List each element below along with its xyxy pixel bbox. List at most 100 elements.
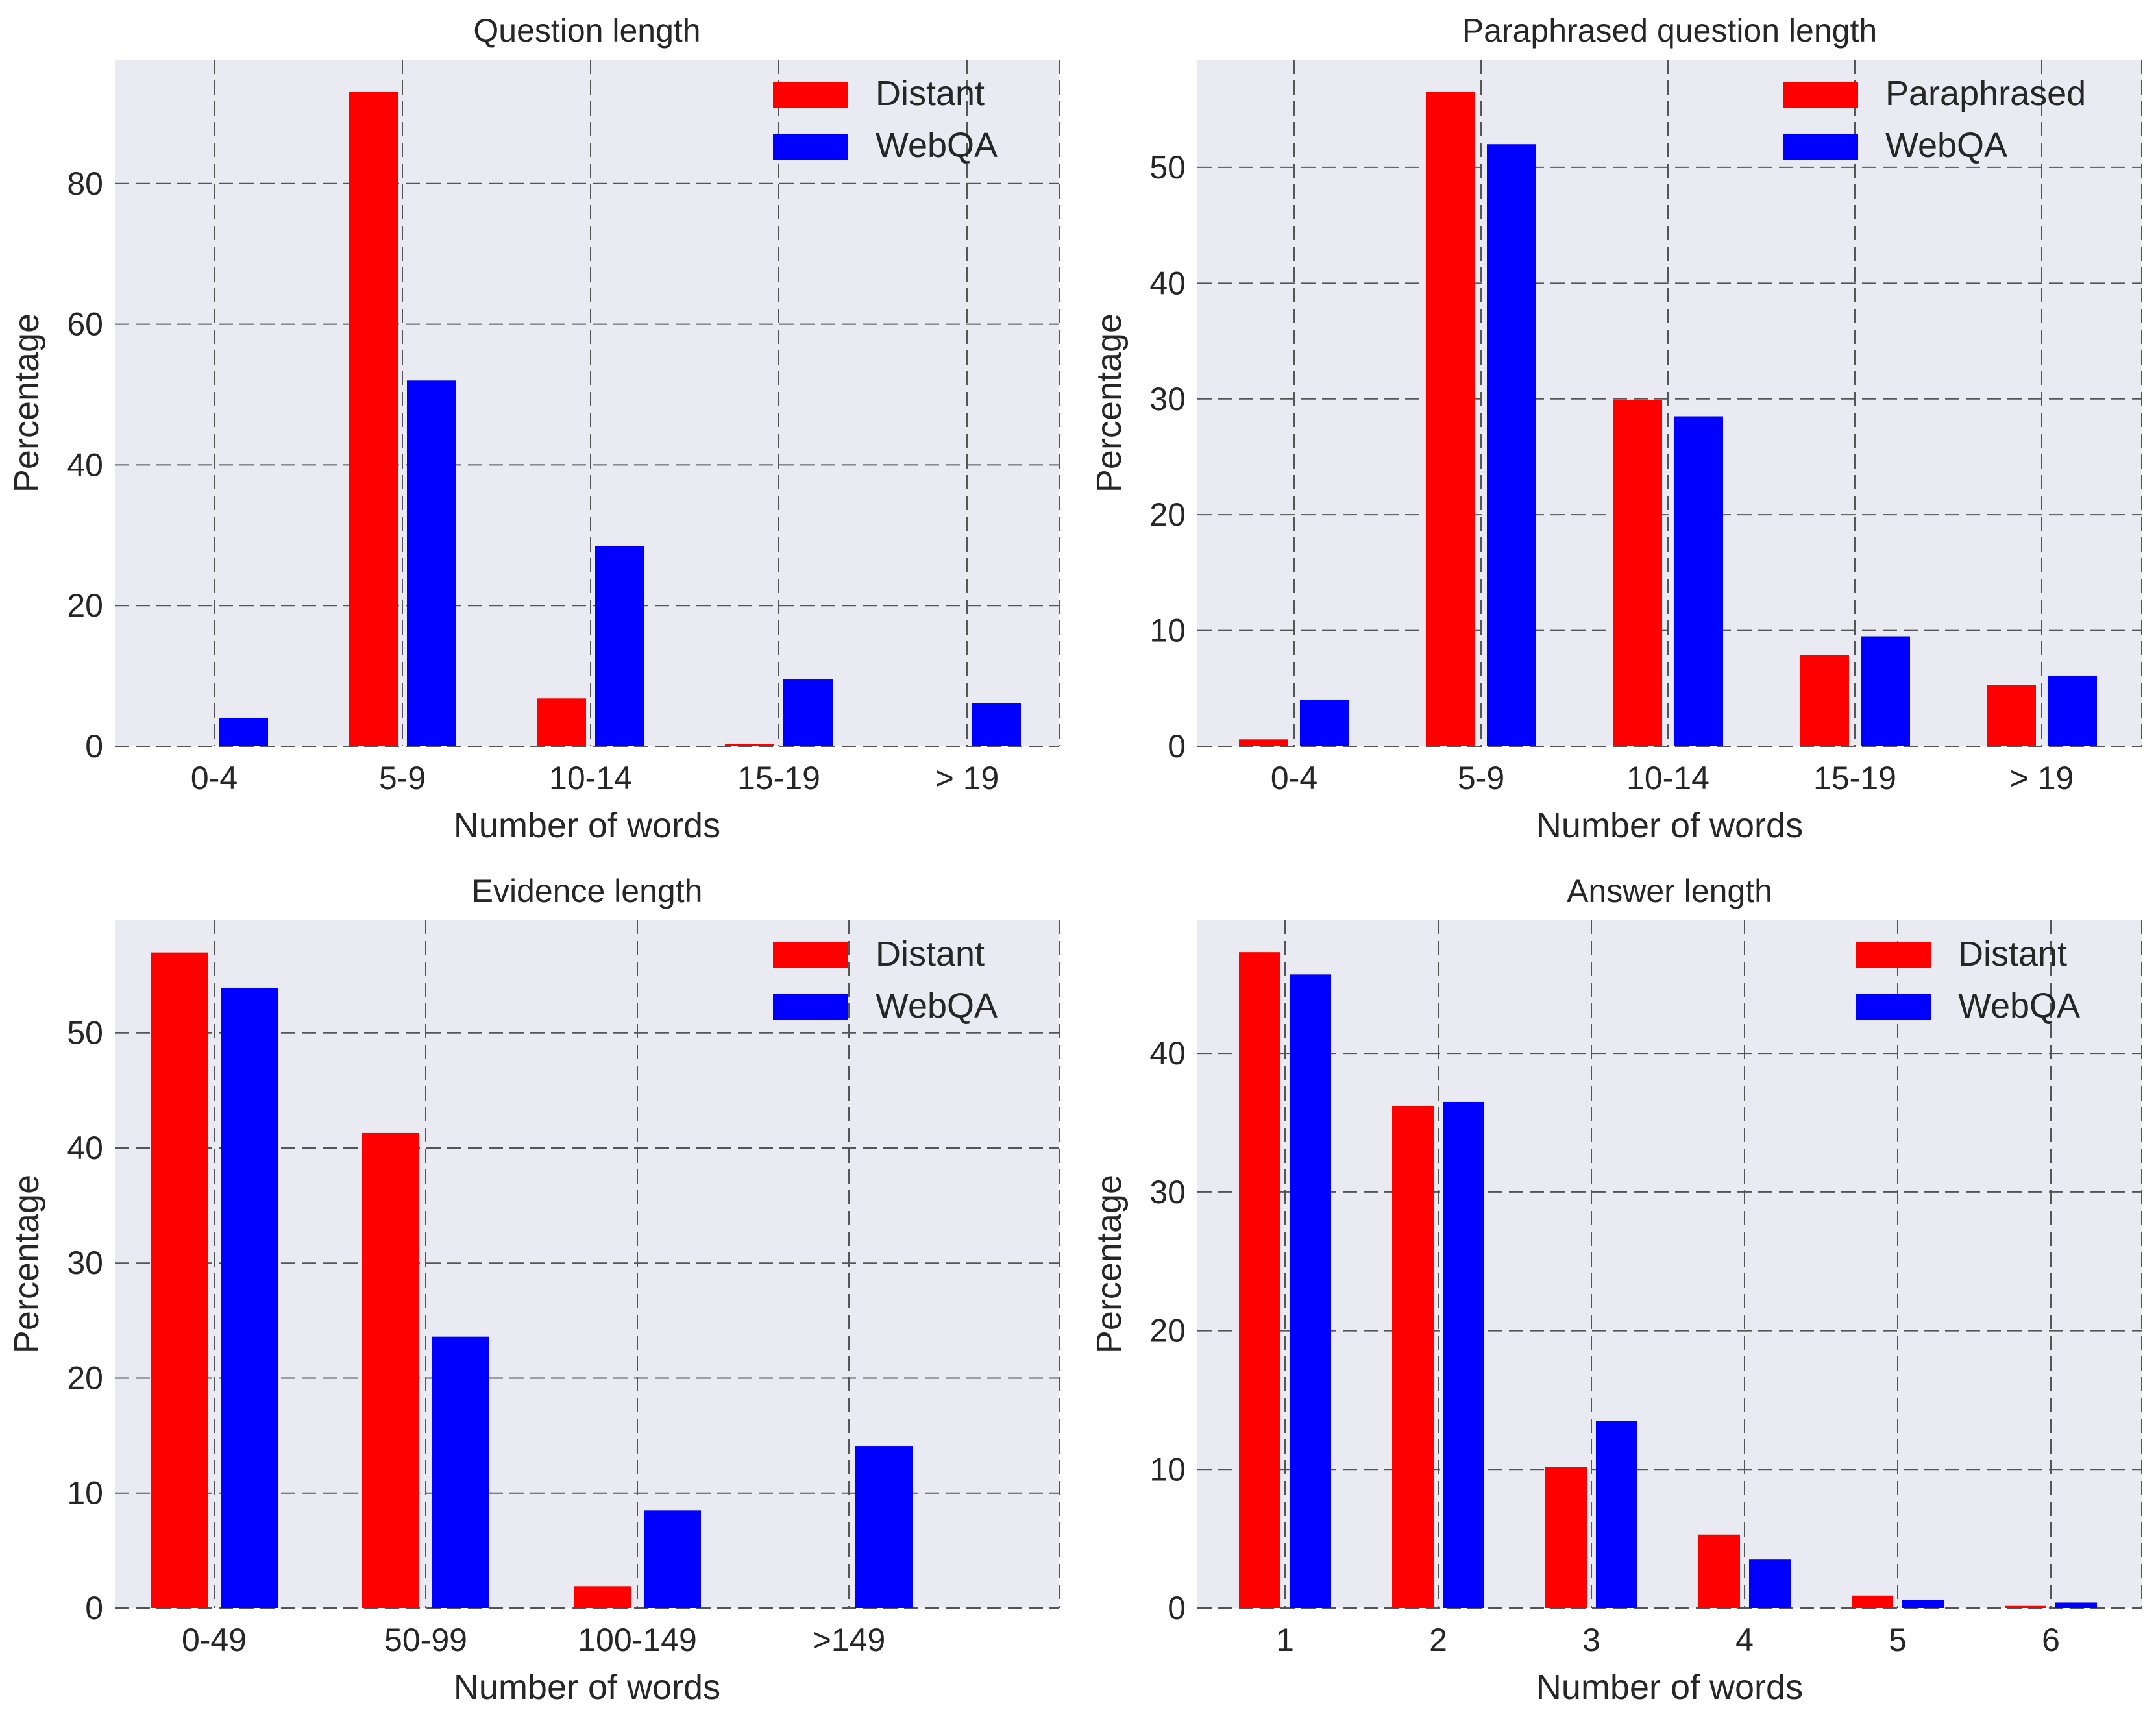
- bar-paraphrased-4: [1800, 655, 1849, 746]
- bar-webqa-5: [1902, 1600, 1944, 1608]
- y-tick-label: 0: [1168, 1590, 1186, 1626]
- x-tick-label: 10-14: [1626, 760, 1709, 796]
- y-tick-label: 80: [67, 165, 103, 202]
- x-tick-label: 100-149: [578, 1622, 697, 1658]
- y-tick-label: 50: [67, 1015, 103, 1051]
- bar-distant-1: [151, 952, 208, 1608]
- y-tick-label: 10: [1149, 613, 1186, 649]
- bar-distant-4: [725, 744, 774, 746]
- x-axis-label: Number of words: [454, 806, 720, 845]
- x-tick-label: >149: [813, 1622, 886, 1658]
- legend-swatch-webqa: [1856, 994, 1931, 1020]
- bar-paraphrased-5: [1987, 685, 2036, 746]
- legend-swatch-webqa: [1783, 134, 1858, 160]
- bar-distant-3: [537, 698, 586, 746]
- legend-swatch-distant: [773, 82, 848, 108]
- y-axis-label: Percentage: [7, 313, 46, 493]
- bar-distant-2: [1392, 1106, 1434, 1608]
- bar-distant-3: [1545, 1467, 1587, 1608]
- y-tick-label: 0: [1168, 728, 1186, 764]
- legend-swatch-distant: [1856, 942, 1931, 968]
- bar-webqa-2: [1487, 144, 1536, 747]
- bar-webqa-2: [1443, 1101, 1484, 1608]
- bar-distant-4: [1698, 1534, 1740, 1608]
- bar-webqa-3: [644, 1510, 701, 1608]
- x-tick-label: 0-4: [191, 760, 238, 796]
- bar-paraphrased-1: [1239, 739, 1288, 746]
- bar-paraphrased-2: [1426, 92, 1475, 746]
- plot-background: [1197, 920, 2142, 1608]
- bar-webqa-1: [1300, 700, 1349, 746]
- chart-panel-1: 0 20 40 60 80 0-4 5-9 10-14 15-19 > 19 Question le…: [7, 12, 1060, 845]
- x-tick-label: 10-14: [549, 760, 632, 796]
- plot-background: [115, 60, 1059, 746]
- bar-distant-5: [1852, 1595, 1893, 1608]
- y-tick-label: 40: [67, 1130, 103, 1166]
- x-tick-label: 0-4: [1271, 760, 1317, 796]
- y-tick-label: 40: [67, 446, 103, 483]
- bar-webqa-6: [2055, 1602, 2097, 1608]
- bar-distant-6: [2005, 1605, 2046, 1608]
- bar-webqa-3: [1596, 1421, 1637, 1608]
- bar-webqa-4: [1749, 1559, 1791, 1608]
- x-tick-label: 1: [1276, 1622, 1294, 1658]
- x-tick-label: 50-99: [384, 1622, 467, 1658]
- bar-distant-2: [362, 1132, 419, 1608]
- bar-webqa-1: [1290, 974, 1331, 1608]
- x-tick-label: 15-19: [737, 760, 820, 796]
- y-tick-label: 20: [1149, 496, 1186, 533]
- bar-webqa-2: [432, 1336, 489, 1608]
- legend-swatch-webqa: [773, 994, 848, 1020]
- x-tick-label: 15-19: [1813, 760, 1896, 796]
- chart-title: Answer length: [1567, 873, 1772, 909]
- chart-title: Question length: [473, 12, 700, 49]
- y-axis-label: Percentage: [1090, 1175, 1129, 1354]
- y-tick-label: 20: [67, 587, 103, 624]
- y-tick-label: 60: [67, 306, 103, 343]
- y-tick-label: 40: [1149, 265, 1186, 301]
- chart-title: Evidence length: [472, 873, 703, 909]
- plot-background: [1197, 60, 2142, 746]
- x-axis-label: Number of words: [1536, 1668, 1803, 1707]
- x-tick-label: 0-49: [182, 1622, 247, 1658]
- bar-distant-3: [574, 1586, 631, 1608]
- x-tick-label: > 19: [935, 760, 999, 796]
- y-tick-label: 50: [1149, 149, 1186, 186]
- x-tick-label: 6: [2042, 1622, 2060, 1658]
- bar-webqa-3: [595, 546, 644, 746]
- y-tick-label: 30: [1149, 1174, 1186, 1210]
- x-tick-label: 5-9: [379, 760, 426, 796]
- bar-webqa-3: [1674, 416, 1723, 746]
- legend-label-distant: Distant: [1958, 934, 2067, 973]
- legend-swatch-distant: [773, 942, 848, 968]
- bar-paraphrased-3: [1613, 400, 1662, 746]
- y-axis-label: Percentage: [1090, 313, 1129, 493]
- x-axis-label: Number of words: [1536, 806, 1803, 845]
- chart-panel-4: 0 10 20 30 40 1 2 3 4 5 6 Answer length Number of wo…: [1090, 873, 2142, 1707]
- legend-swatch-webqa: [773, 134, 848, 160]
- y-tick-label: 20: [1149, 1313, 1186, 1349]
- legend-label-distant: Distant: [876, 934, 985, 973]
- y-tick-label: 30: [67, 1245, 103, 1281]
- y-tick-label: 30: [1149, 381, 1186, 417]
- legend-label-webqa: WebQA: [876, 986, 998, 1025]
- y-axis-label: Percentage: [7, 1175, 46, 1354]
- x-axis-label: Number of words: [454, 1668, 720, 1707]
- bar-webqa-1: [219, 718, 268, 746]
- bar-webqa-5: [972, 703, 1021, 746]
- x-tick-label: 2: [1429, 1622, 1447, 1658]
- bar-webqa-1: [221, 988, 278, 1608]
- y-tick-label: 10: [67, 1475, 103, 1511]
- legend-label-webqa: WebQA: [876, 126, 998, 165]
- x-tick-label: 4: [1735, 1622, 1754, 1658]
- bar-distant-2: [349, 92, 398, 747]
- bar-webqa-2: [407, 380, 456, 746]
- x-tick-label: 5-9: [1458, 760, 1504, 796]
- legend-swatch-paraphrased: [1783, 82, 1858, 108]
- legend-label-webqa: WebQA: [1885, 126, 2007, 165]
- bar-webqa-4: [783, 679, 833, 746]
- y-tick-label: 10: [1149, 1451, 1186, 1487]
- chart-title: Paraphrased question length: [1462, 12, 1877, 49]
- legend-label-paraphrased: Paraphrased: [1885, 74, 2086, 113]
